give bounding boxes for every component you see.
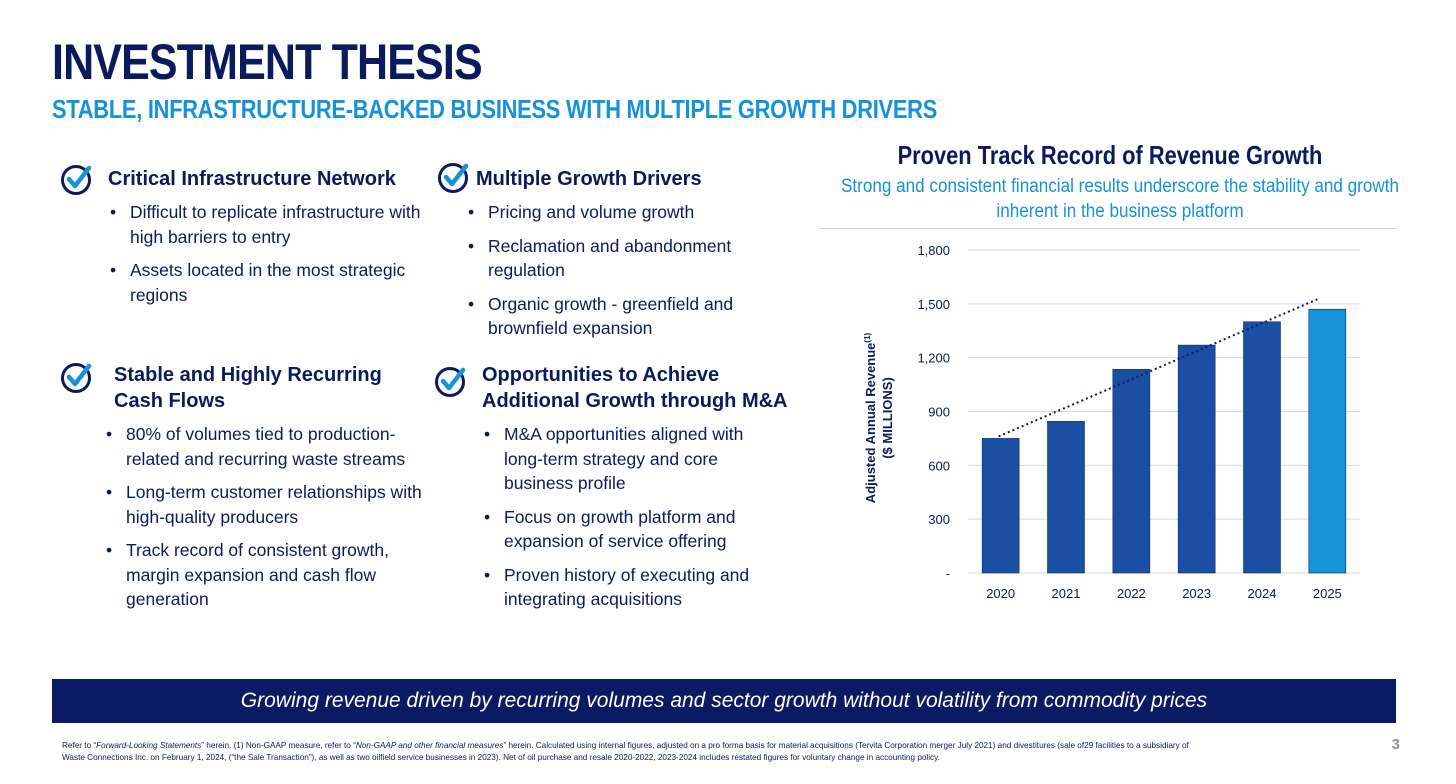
- footnote-text: ” herein. (1) Non-GAAP measure, refer to…: [201, 741, 356, 750]
- block-title: Stable and Highly Recurring Cash Flows: [114, 364, 382, 412]
- x-tick-label: 2024: [1248, 586, 1277, 601]
- y-tick-label: 1,500: [917, 297, 950, 312]
- bullet-list: M&A opportunities aligned with long-term…: [482, 422, 802, 612]
- bar-2023: [1177, 344, 1216, 574]
- gridlines: [968, 249, 1360, 574]
- bullet-item: Long-term customer relationships with hi…: [104, 480, 434, 529]
- bullet-item: Pricing and volume growth: [466, 200, 776, 225]
- y-axis-label-line2: ($ MILLIONS): [880, 377, 895, 459]
- page-number: 3: [1391, 736, 1400, 753]
- y-tick-label: 600: [928, 458, 950, 473]
- check-circle-icon: [61, 165, 92, 195]
- thesis-block-growth-drivers: Multiple Growth Drivers Pricing and volu…: [468, 166, 776, 350]
- check-circle-icon: [438, 163, 469, 193]
- thesis-block-cash-flows: Stable and Highly Recurring Cash Flows 8…: [106, 362, 434, 621]
- trendline: [998, 297, 1320, 438]
- bar-2022: [1112, 369, 1151, 574]
- y-tick-label: 300: [928, 512, 950, 527]
- x-tick-label: 2025: [1313, 586, 1342, 601]
- check-circle-icon: [435, 367, 466, 397]
- divider: [818, 228, 1396, 229]
- x-tick-label: 2020: [986, 586, 1015, 601]
- bullet-list: Pricing and volume growth Reclamation an…: [466, 200, 776, 341]
- bullet-item: Track record of consistent growth, margi…: [104, 538, 434, 612]
- page-title: INVESTMENT THESIS: [52, 34, 483, 90]
- footnote-text: Refer to “: [62, 741, 97, 750]
- bullet-item: 80% of volumes tied to production-relate…: [104, 422, 434, 471]
- x-tick-label: 2023: [1182, 586, 1211, 601]
- x-tick-label: 2021: [1052, 586, 1081, 601]
- x-tick-label: 2022: [1117, 586, 1146, 601]
- footnote-link-non-gaap[interactable]: Non-GAAP and other financial measures: [355, 741, 504, 750]
- y-tick-label: 1,200: [917, 351, 950, 366]
- y-tick-label: 1,800: [917, 243, 950, 258]
- bullet-list: Difficult to replicate infrastructure wi…: [108, 200, 428, 307]
- thesis-block-infrastructure: Critical Infrastructure Network Difficul…: [108, 166, 428, 316]
- bullet-item: M&A opportunities aligned with long-term…: [482, 422, 764, 496]
- footnote-text: ” herein. Calculated using internal figu…: [62, 741, 1189, 762]
- bar-2025: [1308, 308, 1347, 574]
- key-message-banner: Growing revenue driven by recurring volu…: [52, 679, 1396, 723]
- block-title: Opportunities to Achieve Additional Grow…: [482, 364, 788, 412]
- bullet-list: 80% of volumes tied to production-relate…: [104, 422, 434, 612]
- y-axis-ticks: - 300 600 900 1,200 1,500 1,800: [917, 243, 950, 581]
- y-tick-label: -: [946, 566, 950, 581]
- thesis-block-mna: Opportunities to Achieve Additional Grow…: [482, 362, 802, 621]
- footnote-link-forward-looking[interactable]: Forward-Looking Statements: [96, 741, 202, 750]
- block-title: Critical Infrastructure Network: [108, 168, 396, 190]
- bullet-item: Difficult to replicate infrastructure wi…: [108, 200, 428, 249]
- page-subtitle: STABLE, INFRASTRUCTURE-BACKED BUSINESS W…: [52, 94, 938, 124]
- bar-2020: [981, 438, 1020, 574]
- bullet-item: Assets located in the most strategic reg…: [108, 258, 428, 307]
- chart-subtitle: Strong and consistent financial results …: [841, 176, 1399, 222]
- bars: [981, 308, 1347, 574]
- chart-title: Proven Track Record of Revenue Growth: [897, 140, 1323, 170]
- bullet-item: Organic growth - greenfield and brownfie…: [466, 292, 776, 341]
- y-axis-label-line1: Adjusted Annual Revenue(1): [863, 332, 878, 503]
- footnote: Refer to “Forward-Looking Statements” he…: [62, 740, 1212, 764]
- bar-2021: [1047, 421, 1085, 574]
- bullet-item: Proven history of executing and integrat…: [482, 563, 764, 612]
- block-title: Multiple Growth Drivers: [476, 168, 702, 190]
- y-tick-label: 900: [928, 405, 950, 420]
- y-axis-label: Adjusted Annual Revenue(1) ($ MILLIONS): [863, 332, 895, 503]
- bullet-item: Focus on growth platform and expansion o…: [482, 505, 764, 554]
- check-circle-icon: [61, 363, 92, 393]
- bar-2024: [1243, 321, 1281, 574]
- bullet-item: Reclamation and abandonment regulation: [466, 234, 776, 283]
- x-axis-ticks: 2020 2021 2022 2023 2024 2025: [986, 586, 1342, 601]
